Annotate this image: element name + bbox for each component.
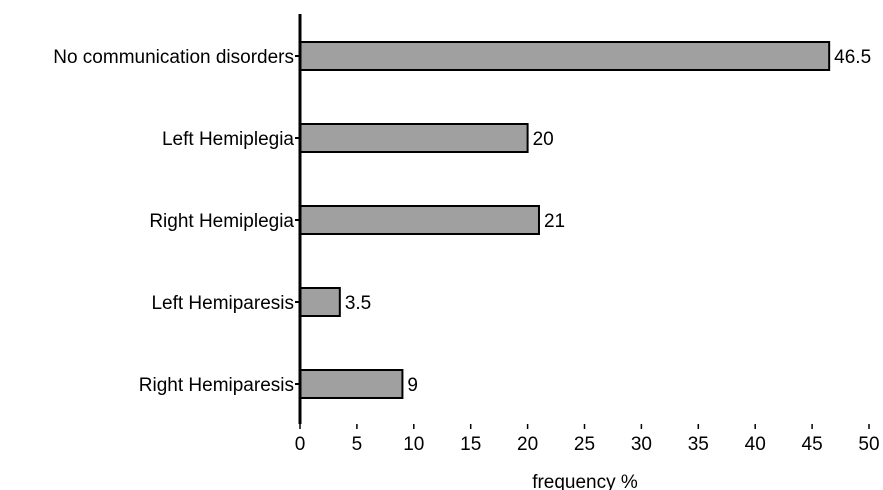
- bar: [299, 123, 529, 153]
- category-label: Right Hemiparesis: [139, 375, 294, 396]
- data-label: 9: [407, 375, 418, 396]
- category-label: Right Hemiplegia: [149, 211, 294, 232]
- data-label: 46.5: [834, 47, 871, 68]
- bars-layer: [299, 41, 831, 399]
- x-tick-label: 50: [858, 434, 879, 455]
- bar: [299, 369, 404, 399]
- labels-layer: No communication disorders 46.5 Left Hemip…: [53, 47, 879, 455]
- category-label: Left Hemiparesis: [151, 293, 294, 314]
- bar: [299, 41, 831, 71]
- x-tick-label: 10: [403, 434, 424, 455]
- x-tick-label: 35: [688, 434, 709, 455]
- data-label: 21: [544, 211, 565, 232]
- x-tick-label: 25: [574, 434, 595, 455]
- data-label: 3.5: [345, 293, 371, 314]
- axis-layer: [295, 14, 870, 429]
- category-label: Left Hemiplegia: [162, 129, 294, 150]
- x-tick-label: 0: [295, 434, 306, 455]
- x-tick-label: 30: [631, 434, 652, 455]
- x-tick-label: 5: [352, 434, 363, 455]
- category-label: No communication disorders: [53, 47, 294, 68]
- data-label: 20: [533, 129, 554, 150]
- bar: [299, 287, 341, 317]
- bar: [299, 205, 540, 235]
- x-tick-label: 45: [802, 434, 823, 455]
- x-tick-label: 15: [460, 434, 481, 455]
- x-axis-title: frequency %: [532, 472, 638, 490]
- x-tick-label: 40: [745, 434, 766, 455]
- x-tick-label: 20: [517, 434, 538, 455]
